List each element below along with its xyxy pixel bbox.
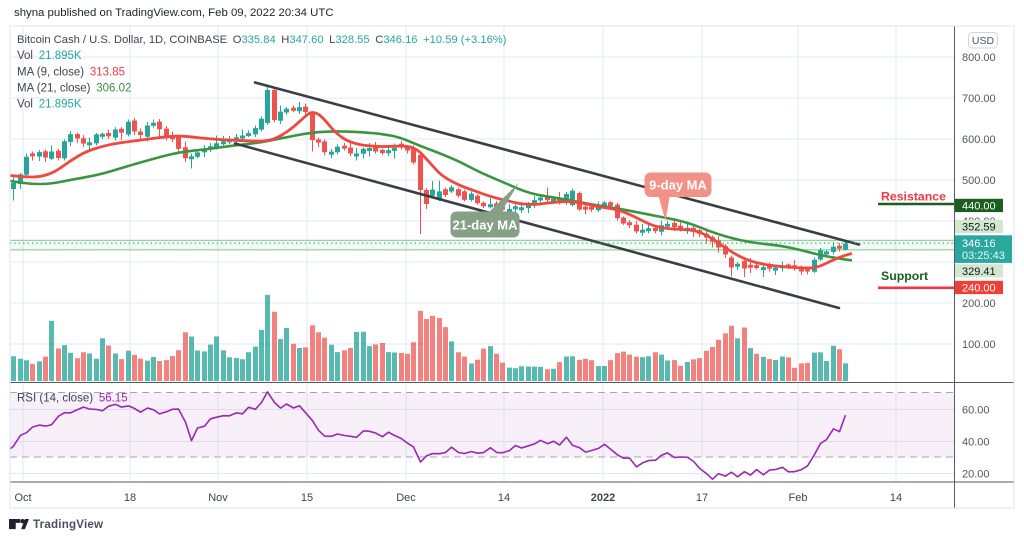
svg-text:Resistance: Resistance [881,190,946,204]
svg-text:Support: Support [881,269,928,283]
svg-text:Oct: Oct [14,492,31,504]
svg-text:21-day MA: 21-day MA [452,218,518,233]
svg-text:100.00: 100.00 [962,339,996,351]
svg-text:352.59: 352.59 [962,221,996,233]
svg-text:Dec: Dec [396,492,416,504]
svg-text:500.00: 500.00 [962,175,996,187]
svg-text:15: 15 [301,492,313,504]
svg-text:9-day MA: 9-day MA [649,178,707,193]
svg-text:Vol 21.895K: Vol 21.895K [17,50,82,62]
svg-text:USD: USD [972,35,995,47]
svg-text:Nov: Nov [208,492,228,504]
svg-text:2022: 2022 [591,492,615,504]
svg-text:200.00: 200.00 [962,298,996,310]
svg-text:40.00: 40.00 [962,437,990,449]
svg-text:20.00: 20.00 [962,469,990,481]
svg-text:240.00: 240.00 [962,282,996,294]
svg-text:03:25:43: 03:25:43 [962,250,1005,262]
svg-text:700.00: 700.00 [962,93,996,105]
svg-text:RSI (14, close) 56.15: RSI (14, close) 56.15 [17,393,128,405]
svg-text:60.00: 60.00 [962,405,990,417]
svg-text:600.00: 600.00 [962,134,996,146]
svg-text:Vol 21.895K: Vol 21.895K [17,99,82,111]
svg-text:18: 18 [124,492,136,504]
svg-text:17: 17 [696,492,708,504]
svg-text:329.41: 329.41 [962,266,996,278]
svg-text:Bitcoin Cash / U.S. Dollar, 1D: Bitcoin Cash / U.S. Dollar, 1D, COINBASE… [17,34,507,46]
svg-text:14: 14 [498,492,510,504]
svg-text:Feb: Feb [789,492,808,504]
svg-text:440.00: 440.00 [962,200,996,212]
svg-text:346.16: 346.16 [962,238,996,250]
svg-text:14: 14 [890,492,902,504]
svg-text:800.00: 800.00 [962,52,996,64]
svg-text:MA (9, close) 313.85: MA (9, close) 313.85 [17,67,125,79]
svg-text:MA (21, close) 306.02: MA (21, close) 306.02 [17,83,131,95]
